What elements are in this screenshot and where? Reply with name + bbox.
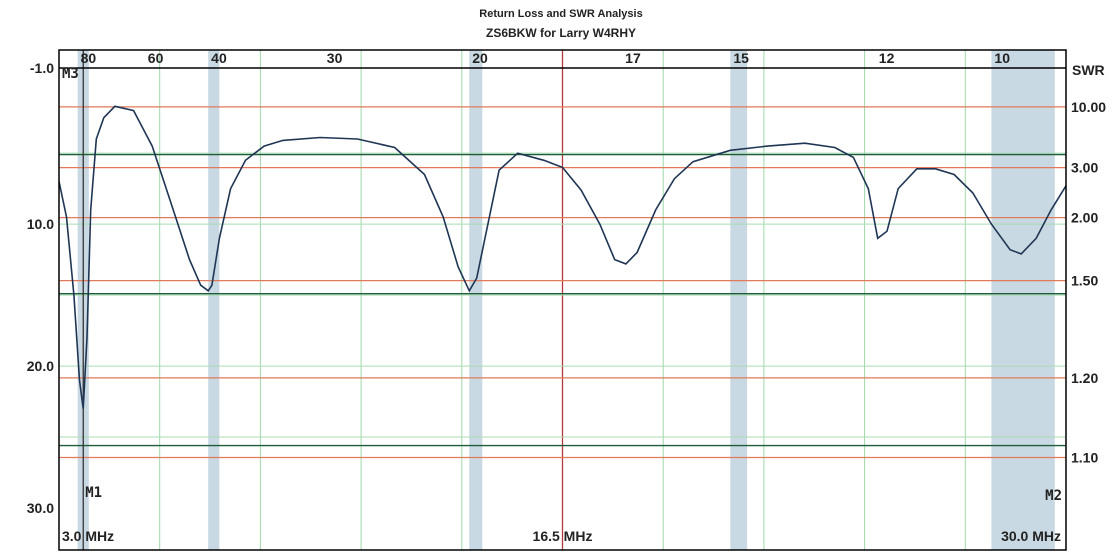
band-label-15: 15	[733, 50, 749, 66]
horizontal-grid-layer	[59, 106, 1066, 459]
left-axis-tick-label: 10.0	[27, 216, 54, 232]
labels-layer: 10.00 3.00 2.00 1.50 1.20 1.10 -1.0 10.0 20.0 30.…	[27, 50, 1106, 544]
marker-label-m2: M2	[1045, 488, 1062, 504]
left-axis-tick-label: 30.0	[27, 500, 54, 516]
band-label-10: 10	[994, 50, 1010, 66]
band-label-12: 12	[879, 50, 895, 66]
x-axis-label: 30.0 MHz	[1001, 528, 1061, 544]
band-label-60: 60	[148, 50, 164, 66]
band-label-20: 20	[472, 50, 488, 66]
swr-tick-label: 3.00	[1071, 160, 1098, 176]
marker-label-m1: M1	[85, 485, 102, 501]
band-label-17: 17	[625, 50, 641, 66]
swr-tick-label: 2.00	[1071, 210, 1098, 226]
swr-tick-label: 1.10	[1071, 449, 1098, 465]
swr-tick-label: 1.20	[1071, 370, 1098, 386]
swr-tick-label: 10.00	[1071, 99, 1106, 115]
band-label-40: 40	[211, 50, 227, 66]
swr-axis-label: SWR	[1072, 62, 1105, 78]
marker-label-m3: M3	[62, 66, 79, 82]
plot-frame	[58, 49, 1067, 551]
band-label-80: 80	[81, 50, 97, 66]
band-shade-20	[469, 50, 483, 550]
swr-tick-label: 1.50	[1071, 273, 1098, 289]
vertical-grid-layer	[159, 50, 966, 550]
x-axis-label: 16.5 MHz	[533, 528, 593, 544]
band-shade-40	[208, 50, 220, 550]
return-loss-curve	[58, 105, 1067, 409]
band-shade-10	[991, 50, 1055, 550]
x-axis-label: 3.0 MHz	[62, 528, 114, 544]
band-label-30: 30	[327, 50, 343, 66]
left-axis-tick-label: 20.0	[27, 358, 54, 374]
chart-subtitle: ZS6BKW for Larry W4RHY	[486, 26, 636, 40]
chart-title: Return Loss and SWR Analysis	[479, 8, 642, 20]
band-shade-15	[730, 50, 748, 550]
left-axis-tick-label: -1.0	[30, 60, 54, 76]
